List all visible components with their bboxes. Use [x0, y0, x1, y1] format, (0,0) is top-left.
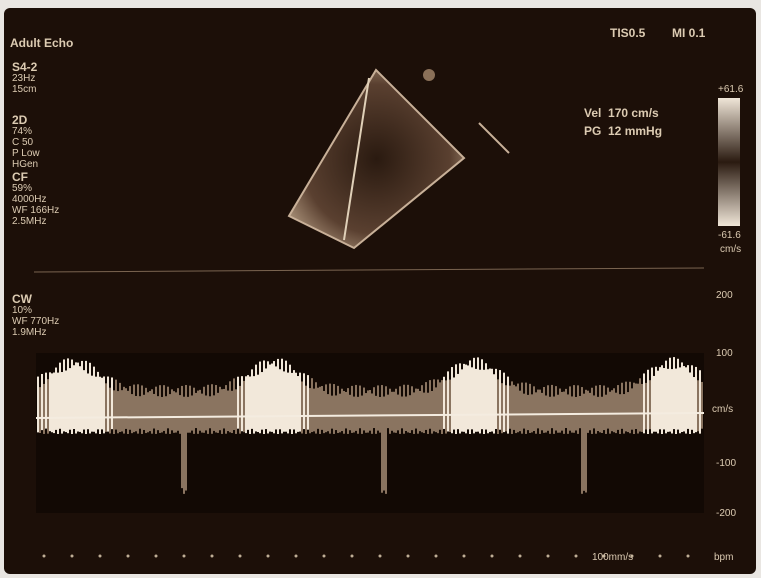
time-dot	[462, 554, 466, 558]
setting: 1.9MHz	[12, 327, 47, 338]
doppler-spectrum	[37, 357, 703, 494]
2d-sector	[287, 68, 466, 250]
time-dot	[490, 554, 494, 558]
heart-rate: bpm	[714, 552, 734, 563]
separator	[33, 267, 705, 273]
setting: WF 770Hz	[12, 316, 60, 327]
time-dot	[238, 554, 242, 558]
time-dot	[294, 554, 298, 558]
setting: HGen	[12, 159, 39, 170]
time-dot	[434, 554, 438, 558]
time-dot	[574, 554, 578, 558]
setting: WF 166Hz	[12, 205, 60, 216]
time-dot	[42, 554, 46, 558]
setting: C 50	[12, 137, 34, 148]
mi: MI 0.1	[672, 26, 706, 40]
baseline	[35, 412, 705, 419]
time-dot	[658, 554, 662, 558]
time-dot	[378, 554, 382, 558]
gradient: PG 12 mmHg	[584, 124, 663, 138]
scale-label: 200	[716, 290, 733, 301]
time-dot	[602, 554, 606, 558]
time-dot	[154, 554, 158, 558]
scale-label: -200	[716, 508, 737, 519]
doppler-area	[36, 353, 704, 513]
time-dot	[546, 554, 550, 558]
setting: 10%	[12, 305, 33, 316]
time-dot	[686, 554, 690, 558]
color-scale-bottom: -61.6	[718, 230, 741, 241]
image-layer	[33, 68, 740, 558]
depth-marker	[478, 122, 510, 154]
velocity: Vel 170 cm/s	[584, 106, 659, 120]
ultrasound-screen: Adult Echo TIS0.5 MI 0.1 S4-2 23Hz 15cm 2D 7…	[4, 8, 756, 574]
color-scale-top: +61.6	[718, 84, 744, 95]
setting: 74%	[12, 126, 33, 137]
setting: CF	[12, 170, 28, 184]
time-dot	[98, 554, 102, 558]
setting: S4-2	[12, 60, 38, 74]
time-dot	[210, 554, 214, 558]
setting: 2.5MHz	[12, 216, 47, 227]
time-dot	[518, 554, 522, 558]
setting: 2D	[12, 113, 28, 127]
time-dot	[630, 554, 634, 558]
setting: 23Hz	[12, 73, 36, 84]
setting: 15cm	[12, 84, 37, 95]
color-scale-unit: cm/s	[720, 244, 742, 255]
sweep-speed: 100mm/s	[592, 552, 634, 563]
setting: 59%	[12, 183, 33, 194]
mode: Adult Echo	[10, 36, 74, 50]
cursor-line	[343, 77, 370, 241]
time-dot	[406, 554, 410, 558]
setting: CW	[12, 292, 32, 306]
setting: 4000Hz	[12, 194, 47, 205]
timeline-dots	[42, 554, 690, 558]
tis: TIS0.5	[610, 26, 646, 40]
scale-label: 100	[716, 348, 733, 359]
marker	[423, 69, 435, 81]
time-dot	[70, 554, 74, 558]
time-dot	[182, 554, 186, 558]
time-dot	[322, 554, 326, 558]
time-dot	[350, 554, 354, 558]
scale-label: -100	[716, 458, 737, 469]
scale-label: cm/s	[712, 404, 734, 415]
time-dot	[266, 554, 270, 558]
time-dot	[126, 554, 130, 558]
color-bar	[718, 98, 740, 226]
setting: P Low	[12, 148, 40, 159]
